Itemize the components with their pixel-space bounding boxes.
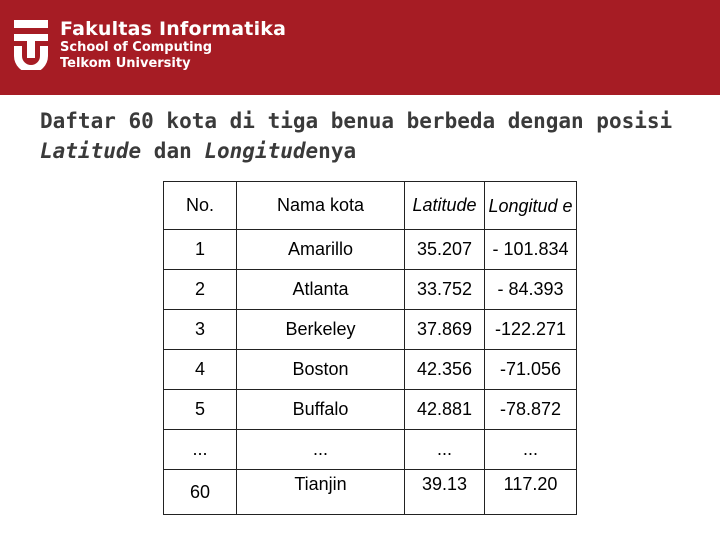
- brand-block: Fakultas Informatika School of Computing…: [60, 18, 286, 72]
- cell-longitude: - 84.393: [484, 269, 577, 310]
- cell-city: Buffalo: [236, 389, 405, 430]
- table-row: 2 Atlanta 33.752 - 84.393: [163, 269, 577, 310]
- cell-longitude: -78.872: [484, 389, 577, 430]
- cell-longitude: 117.20: [484, 469, 577, 515]
- table-row: 3 Berkeley 37.869 -122.271: [163, 309, 577, 350]
- telkom-university-logo: [14, 20, 48, 70]
- brand-university: Telkom University: [60, 56, 191, 71]
- table-header-row: No. Nama kota Latitude Longitud e: [163, 181, 577, 230]
- title-latitude: Latitude: [40, 139, 142, 163]
- table-row: 4 Boston 42.356 -71.056: [163, 349, 577, 390]
- cell-no: 2: [163, 269, 237, 310]
- cell-latitude: 37.869: [404, 309, 485, 350]
- table-row: 1 Amarillo 35.207 - 101.834: [163, 229, 577, 270]
- cell-latitude: 39.13: [404, 469, 485, 515]
- cell-no: 3: [163, 309, 237, 350]
- cell-city: ...: [236, 429, 405, 470]
- cell-city: Atlanta: [236, 269, 405, 310]
- cell-latitude: 42.881: [404, 389, 485, 430]
- column-header-no: No.: [163, 181, 237, 230]
- table-row: ... ... ... ...: [163, 429, 577, 470]
- header-banner: Fakultas Informatika School of Computing…: [0, 0, 720, 95]
- cell-latitude: 35.207: [404, 229, 485, 270]
- cell-longitude: ...: [484, 429, 577, 470]
- title-suffix: nya: [318, 139, 357, 163]
- title-longitude: Longitude: [204, 139, 319, 163]
- cell-latitude: 42.356: [404, 349, 485, 390]
- cell-latitude: 33.752: [404, 269, 485, 310]
- cell-longitude: -71.056: [484, 349, 577, 390]
- cell-longitude: - 101.834: [484, 229, 577, 270]
- city-table: No. Nama kota Latitude Longitud e 1 Amar…: [163, 181, 577, 515]
- column-header-city: Nama kota: [236, 181, 405, 230]
- cell-city: Boston: [236, 349, 405, 390]
- table-row: 5 Buffalo 42.881 -78.872: [163, 389, 577, 430]
- brand-faculty: Fakultas Informatika: [60, 18, 287, 40]
- cell-no: 1: [163, 229, 237, 270]
- cell-city: Amarillo: [236, 229, 405, 270]
- cell-latitude: ...: [404, 429, 485, 470]
- column-header-latitude: Latitude: [404, 181, 485, 230]
- table-row: 60 Tianjin 39.13 117.20: [163, 469, 577, 515]
- brand-school: School of Computing: [60, 40, 213, 55]
- title-prefix: Daftar 60 kota di tiga benua berbeda den…: [40, 109, 673, 133]
- cell-longitude: -122.271: [484, 309, 577, 350]
- cell-no: 4: [163, 349, 237, 390]
- title-connector: dan: [141, 139, 205, 163]
- slide-title: Daftar 60 kota di tiga benua berbeda den…: [40, 106, 700, 166]
- cell-no: 5: [163, 389, 237, 430]
- column-header-longitude: Longitud e: [484, 181, 577, 230]
- cell-no: 60: [163, 469, 237, 515]
- cell-no: ...: [163, 429, 237, 470]
- cell-city: Berkeley: [236, 309, 405, 350]
- cell-city: Tianjin: [236, 469, 405, 515]
